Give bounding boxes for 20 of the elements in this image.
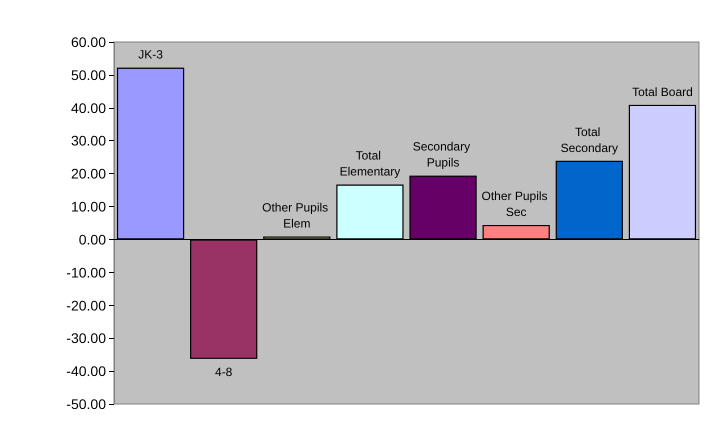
x-tick-label: Other Pupils Sec xyxy=(482,188,551,219)
x-tick-label: Other Pupils Elem xyxy=(262,200,332,230)
x-tick-label: Secondary Pupils xyxy=(412,140,474,170)
y-tick-label: -50.00 xyxy=(66,396,106,412)
y-tick-label: -30.00 xyxy=(66,330,106,346)
y-tick-label: 10.00 xyxy=(70,198,106,215)
y-tick-label: 30.00 xyxy=(70,132,106,149)
y-tick-label: 0.00 xyxy=(78,231,106,248)
y-tick-label: 40.00 xyxy=(70,100,106,116)
y-tick-label: 60.00 xyxy=(70,34,106,50)
y-tick-label: -40.00 xyxy=(66,363,106,380)
y-tick-label: 20.00 xyxy=(70,166,106,182)
x-tick-label: Total Secondary xyxy=(560,124,618,155)
y-tick-label: -20.00 xyxy=(66,297,106,314)
y-tick-label: 50.00 xyxy=(70,66,106,83)
x-tick-label: 4-8 xyxy=(215,364,233,379)
x-tick-label: Total Elementary xyxy=(340,148,400,178)
x-tick-label: Total Board xyxy=(632,84,693,99)
x-tick-label: JK-3 xyxy=(138,48,164,62)
y-tick-label: -10.00 xyxy=(66,264,106,280)
